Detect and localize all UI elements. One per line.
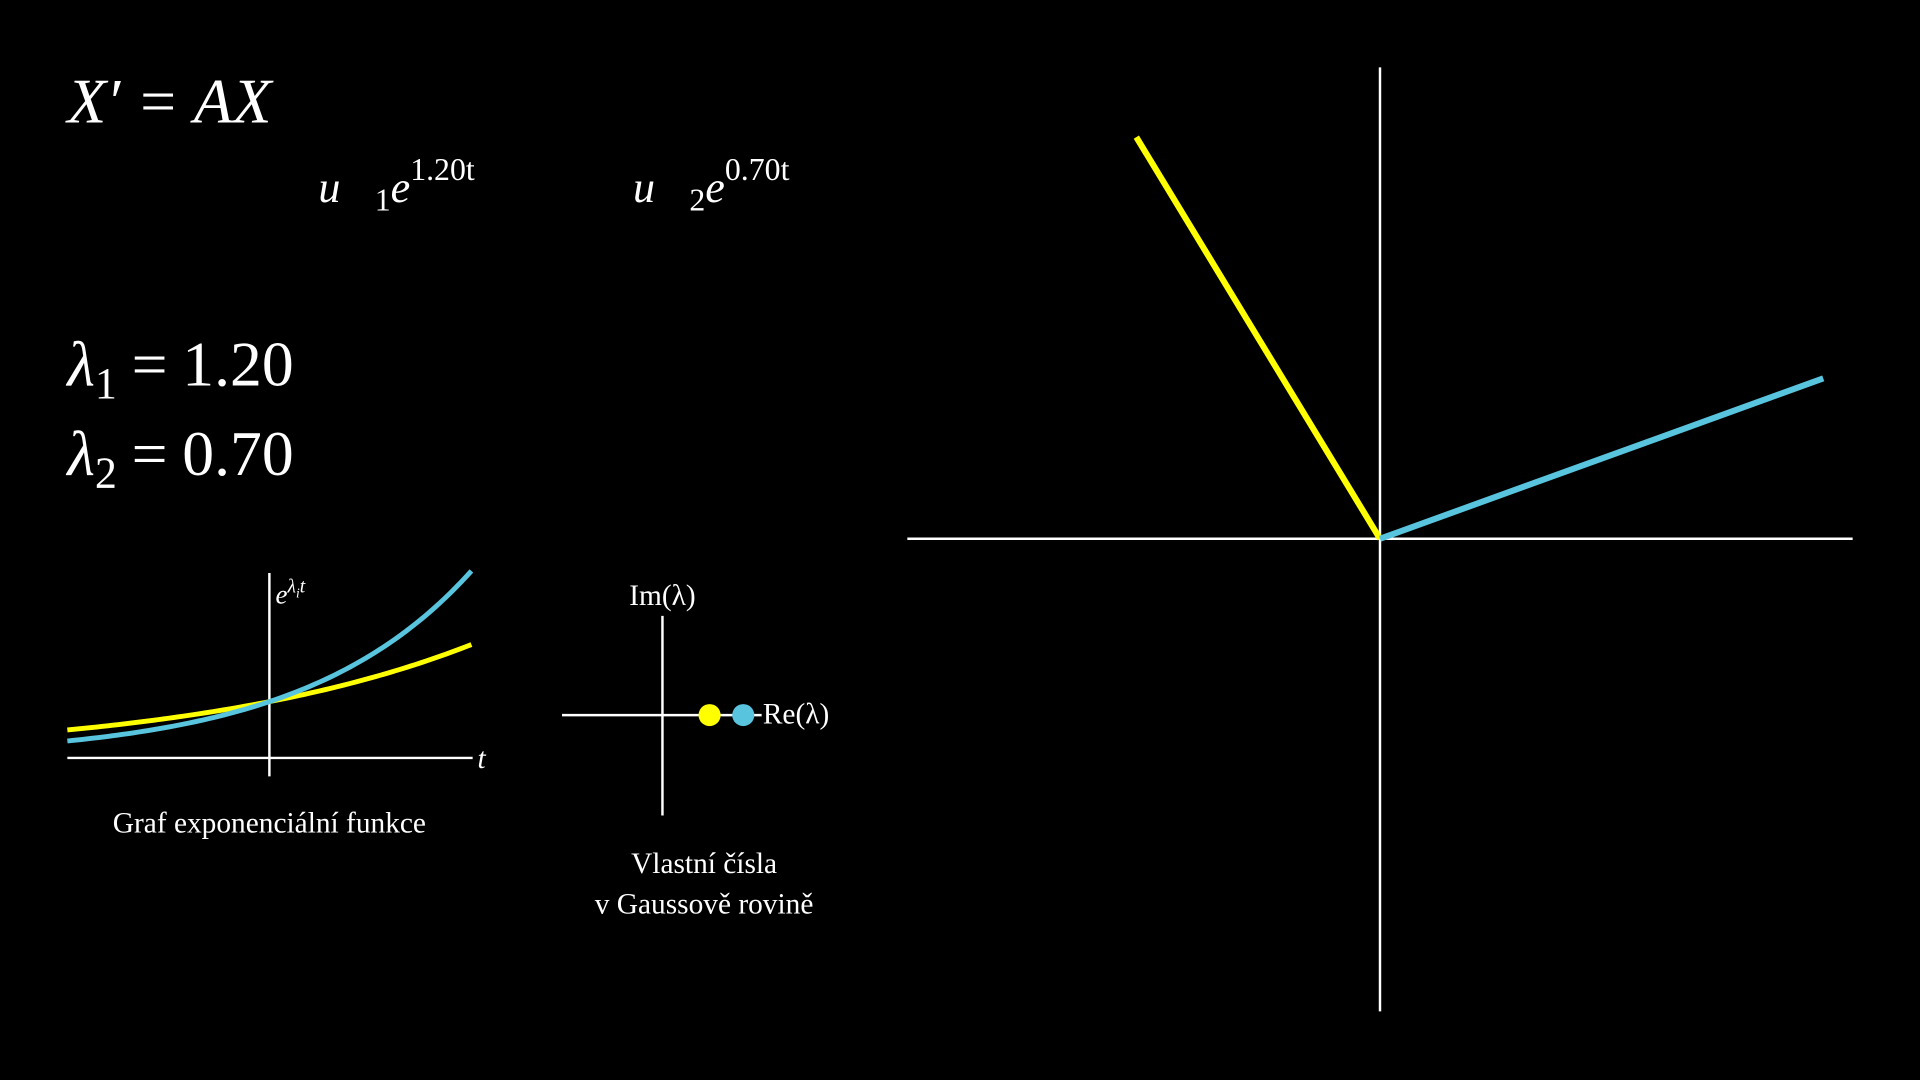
solution: u⃗1e1.20t: [318, 152, 475, 218]
exp-graph: eλit t Graf exponenciální funkce: [67, 569, 487, 840]
value: 1.20: [182, 329, 293, 400]
eigenvector-2: [1133, 135, 1383, 541]
vector: u⃗: [318, 163, 374, 212]
base: e: [276, 580, 288, 610]
exponent: 0.70t: [725, 152, 790, 187]
index: 2: [95, 448, 117, 497]
caption: v Gaussově rovině: [595, 888, 814, 920]
index: i: [296, 586, 300, 601]
caption: Vlastní čísla: [631, 848, 777, 880]
base: e: [391, 163, 411, 212]
index: 2: [689, 183, 705, 218]
equation: X′ = AX: [64, 65, 273, 136]
eigenvalue-dot: [698, 704, 721, 727]
im-label: Im(λ): [629, 580, 695, 612]
y-axis-label: eλit: [276, 577, 306, 610]
relation: =: [132, 329, 168, 400]
eigenvalue: λ1 = 1.20: [65, 329, 293, 408]
symbol: λ: [65, 418, 95, 489]
complex-plane: Im(λ) Re(λ) Vlastní čísla v Gaussově rov…: [562, 580, 829, 920]
index: 1: [95, 359, 117, 408]
variable: t: [300, 577, 306, 598]
index: 1: [375, 183, 391, 218]
vector: u⃗: [633, 163, 689, 212]
value: 0.70: [182, 418, 293, 489]
eigenvector-1: [1378, 375, 1825, 542]
eigenvalue: λ2 = 0.70: [65, 418, 293, 497]
symbol: λ: [286, 577, 295, 598]
caption: Graf exponenciální funkce: [113, 808, 426, 840]
base: e: [705, 163, 725, 212]
symbol: λ: [65, 329, 95, 400]
x-axis-label: t: [478, 743, 487, 775]
solution: u⃗2e0.70t: [633, 152, 790, 218]
relation: =: [132, 418, 168, 489]
exponent: 1.20t: [410, 152, 475, 187]
exp-curve: [67, 569, 474, 744]
re-label: Re(λ): [763, 699, 829, 731]
eigenvalue-dot: [732, 704, 755, 727]
phase-plane: [907, 67, 1853, 1012]
